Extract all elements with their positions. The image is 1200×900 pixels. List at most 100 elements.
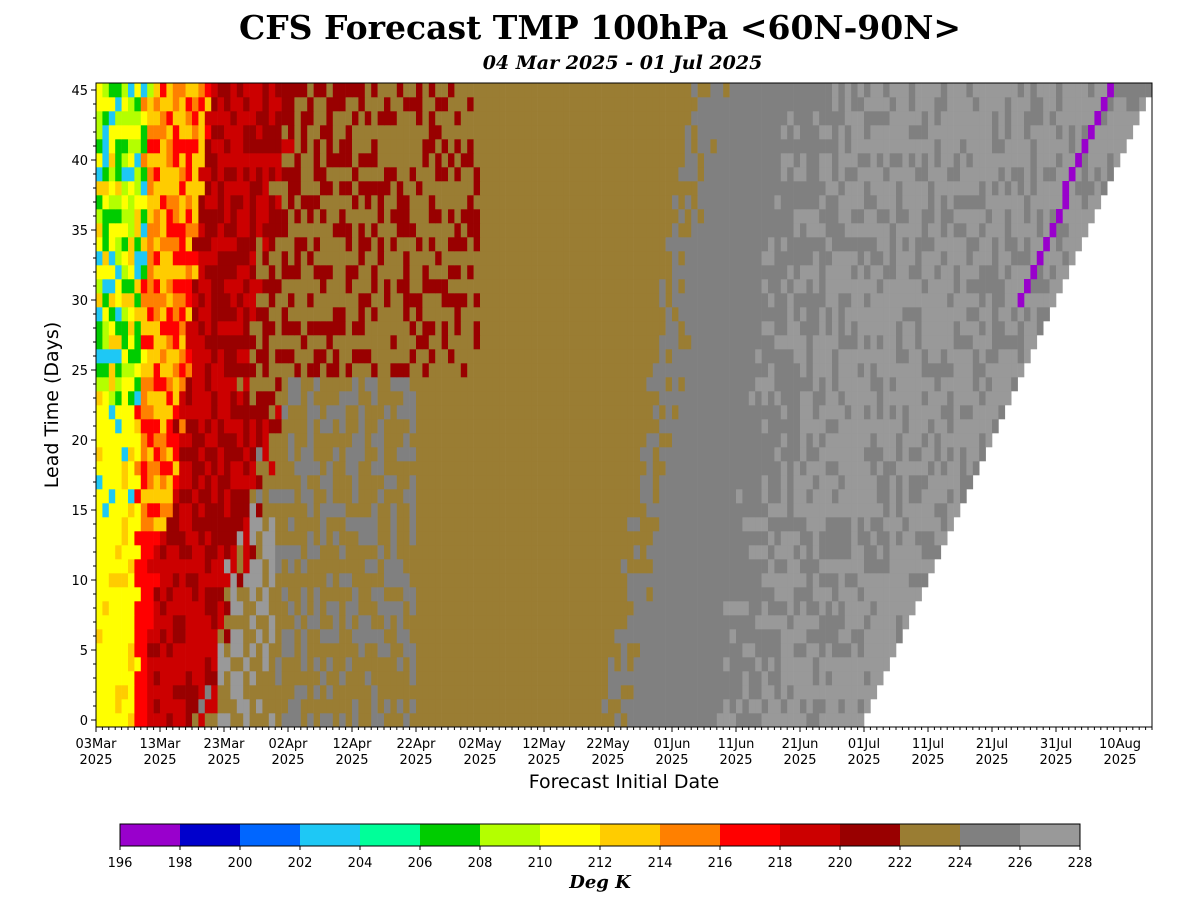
heatmap-cell [748, 265, 756, 280]
heatmap-cell [467, 489, 474, 504]
heatmap-cell [800, 601, 807, 616]
heatmap-cell [428, 461, 436, 476]
heatmap-cell [550, 615, 558, 630]
heatmap-cell [672, 265, 679, 280]
heatmap-cell [940, 265, 948, 280]
heatmap-cell [96, 419, 103, 434]
heatmap-cell [806, 573, 814, 588]
heatmap-cell [217, 279, 225, 294]
heatmap-cell [416, 629, 423, 644]
heatmap-cell [582, 517, 590, 532]
heatmap-cell [582, 671, 590, 686]
heatmap-cell [569, 363, 577, 378]
heatmap-cell [396, 587, 404, 602]
heatmap-cell [915, 545, 922, 560]
heatmap-cell [595, 419, 602, 434]
heatmap-cell [1049, 279, 1057, 294]
heatmap-cell [627, 503, 634, 518]
heatmap-cell [691, 265, 698, 280]
heatmap-cell [428, 475, 436, 490]
heatmap-cell [166, 321, 174, 336]
heatmap-cell [499, 615, 506, 630]
heatmap-cell [454, 573, 462, 588]
heatmap-cell [614, 643, 622, 658]
heatmap-cell [371, 643, 378, 658]
heatmap-cell [416, 615, 423, 630]
heatmap-cell [358, 293, 366, 308]
heatmap-cell [812, 405, 820, 420]
heatmap-cell [268, 223, 276, 238]
heatmap-cell [652, 489, 660, 504]
heatmap-cell [761, 713, 769, 728]
heatmap-cell [499, 279, 506, 294]
heatmap-cell [256, 573, 263, 588]
heatmap-cell [576, 279, 583, 294]
heatmap-cell [352, 699, 359, 714]
heatmap-cell [179, 363, 186, 378]
heatmap-cell [537, 615, 545, 630]
heatmap-cell [787, 671, 794, 686]
heatmap-cell [115, 615, 122, 630]
heatmap-cell [435, 671, 442, 686]
heatmap-cell [428, 335, 436, 350]
heatmap-cell [147, 419, 154, 434]
heatmap-cell [422, 419, 430, 434]
heatmap-cell [185, 587, 193, 602]
heatmap-cell [985, 419, 993, 434]
heatmap-cell [678, 629, 686, 644]
heatmap-cell [486, 251, 494, 266]
heatmap-cell [166, 363, 174, 378]
heatmap-cell [870, 391, 878, 406]
heatmap-cell [460, 531, 468, 546]
heatmap-cell [588, 503, 596, 518]
heatmap-cell [806, 545, 814, 560]
heatmap-cell [243, 433, 250, 448]
heatmap-cell [1024, 251, 1031, 266]
heatmap-cell [864, 223, 871, 238]
heatmap-cell [595, 643, 602, 658]
heatmap-cell [576, 447, 583, 462]
heatmap-cell [908, 363, 916, 378]
heatmap-cell [684, 265, 692, 280]
heatmap-cell [723, 601, 730, 616]
heatmap-cell [1011, 293, 1018, 308]
heatmap-cell [697, 629, 705, 644]
heatmap-cell [467, 671, 474, 686]
heatmap-cell [268, 531, 276, 546]
heatmap-cell [115, 237, 122, 252]
heatmap-cell [480, 391, 487, 406]
heatmap-cell [160, 209, 167, 224]
heatmap-cell [390, 223, 398, 238]
heatmap-cell [595, 321, 602, 336]
heatmap-cell [352, 685, 359, 700]
heatmap-cell [851, 615, 858, 630]
heatmap-cell [102, 335, 110, 350]
heatmap-cell [793, 405, 801, 420]
heatmap-cell [332, 545, 340, 560]
heatmap-cell [595, 405, 602, 420]
heatmap-cell [300, 573, 308, 588]
heatmap-cell [947, 489, 954, 504]
heatmap-cell [966, 223, 974, 238]
heatmap-cell [249, 377, 257, 392]
heatmap-cell [544, 293, 551, 308]
heatmap-cell [320, 657, 327, 672]
heatmap-cell [230, 503, 238, 518]
heatmap-cell [294, 321, 302, 336]
heatmap-cell [435, 601, 442, 616]
heatmap-cell [486, 503, 494, 518]
heatmap-cell [499, 321, 506, 336]
heatmap-cell [832, 321, 839, 336]
heatmap-cell [556, 685, 564, 700]
heatmap-cell [403, 545, 410, 560]
heatmap-cell [153, 377, 161, 392]
heatmap-cell [774, 363, 782, 378]
heatmap-cell [377, 629, 385, 644]
heatmap-cell [537, 713, 545, 728]
heatmap-cell [806, 279, 814, 294]
heatmap-cell [179, 615, 186, 630]
heatmap-cell [307, 419, 314, 434]
heatmap-cell [128, 657, 135, 672]
heatmap-cell [608, 307, 615, 322]
heatmap-cell [774, 601, 782, 616]
